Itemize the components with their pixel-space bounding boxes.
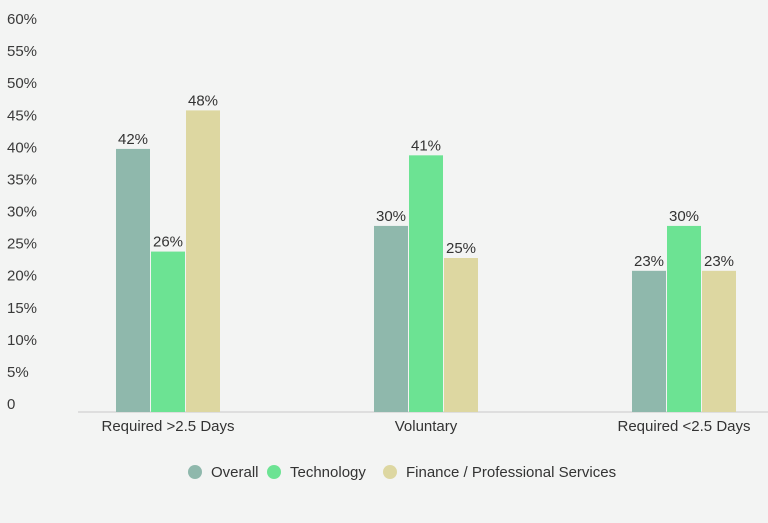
y-tick-label: 60% — [7, 11, 37, 28]
y-tick-label: 50% — [7, 75, 37, 92]
y-tick-label: 45% — [7, 107, 37, 124]
data-label: 23% — [704, 253, 734, 270]
bar — [444, 258, 478, 412]
bar — [667, 225, 701, 412]
y-tick-label: 30% — [7, 204, 37, 221]
data-label: 26% — [153, 234, 183, 251]
bar — [374, 225, 408, 412]
x-tick-label: Required <2.5 Days — [618, 418, 751, 435]
bar — [632, 270, 666, 412]
legend-marker — [188, 465, 202, 479]
y-tick-label: 25% — [7, 236, 37, 253]
y-axis: 0 5% 10% 15% 20% 25% 30% 35% 40% 45% 50% 55% 60% — [7, 11, 37, 413]
legend-label: Overall — [211, 464, 259, 481]
legend-marker — [383, 465, 397, 479]
data-label: 48% — [188, 92, 218, 109]
y-tick-label: 10% — [7, 332, 37, 349]
data-label: 42% — [118, 131, 148, 148]
legend-label: Finance / Professional Services — [406, 464, 616, 481]
y-tick-label: 40% — [7, 139, 37, 156]
x-tick-label: Voluntary — [395, 418, 458, 435]
y-tick-label: 15% — [7, 300, 37, 317]
y-tick-label: 0 — [7, 396, 15, 413]
bar — [186, 110, 220, 413]
bars — [116, 110, 736, 413]
bar — [116, 148, 150, 412]
data-label: 23% — [634, 253, 664, 270]
bar — [409, 155, 443, 413]
x-tick-label: Required >2.5 Days — [102, 418, 235, 435]
data-label: 30% — [376, 208, 406, 225]
data-labels: 42% 26% 48% 30% 41% 25% 23% 30% 23% — [118, 92, 734, 269]
y-tick-label: 5% — [7, 364, 29, 381]
y-tick-label: 35% — [7, 171, 37, 188]
y-tick-label: 20% — [7, 268, 37, 285]
data-label: 30% — [669, 208, 699, 225]
x-axis: Required >2.5 Days Voluntary Required <2.5… — [102, 418, 751, 435]
legend-label: Technology — [290, 464, 366, 481]
bar — [151, 251, 185, 412]
y-tick-label: 55% — [7, 43, 37, 60]
bar — [702, 270, 736, 412]
data-label: 25% — [446, 240, 476, 257]
data-label: 41% — [411, 137, 441, 154]
legend: Overall Technology Finance / Professional … — [188, 464, 616, 481]
legend-marker — [267, 465, 281, 479]
